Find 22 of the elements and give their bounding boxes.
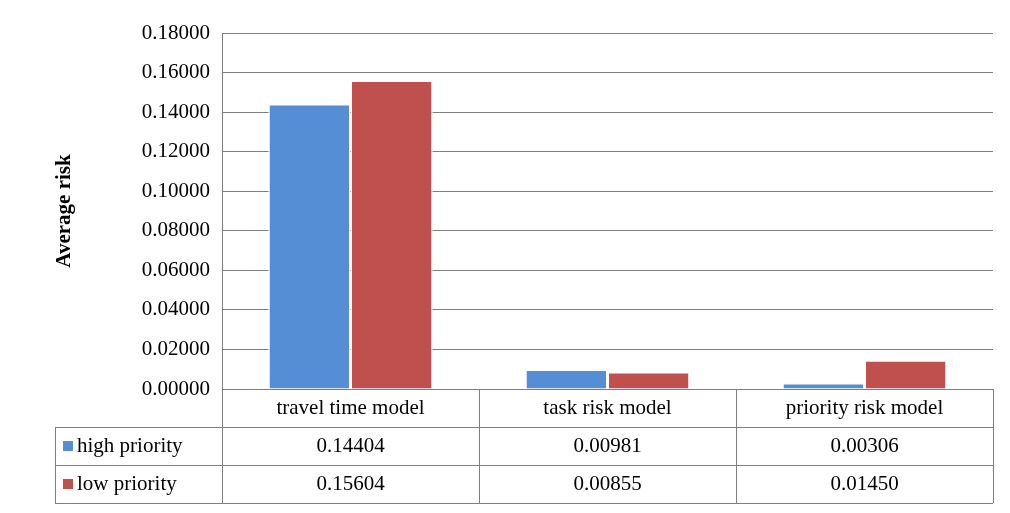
y-axis-title: Average risk bbox=[51, 154, 76, 268]
legend-label: low priority bbox=[77, 470, 178, 495]
y-tick-label: 0.12000 bbox=[141, 138, 210, 163]
y-tick-label: 0.06000 bbox=[141, 256, 210, 281]
y-tick-label: 0.14000 bbox=[141, 98, 210, 123]
data-label: 0.00855 bbox=[573, 470, 642, 495]
x-tick-label: priority risk model bbox=[785, 394, 944, 419]
data-label: 0.15604 bbox=[316, 470, 386, 495]
data-label: 0.01450 bbox=[830, 470, 899, 495]
y-tick-label: 0.08000 bbox=[141, 217, 210, 242]
legend-label: high priority bbox=[77, 432, 184, 457]
data-label: 0.00306 bbox=[830, 432, 899, 457]
y-tick-label: 0.00000 bbox=[141, 375, 210, 400]
y-tick-label: 0.02000 bbox=[141, 335, 210, 360]
data-label: 0.00981 bbox=[573, 432, 642, 457]
y-tick-label: 0.18000 bbox=[141, 19, 210, 44]
data-label: 0.14404 bbox=[316, 432, 386, 457]
y-tick-label: 0.16000 bbox=[141, 59, 210, 84]
x-tick-label: travel time model bbox=[276, 394, 425, 419]
x-tick-label: task risk model bbox=[543, 394, 672, 419]
y-tick-label: 0.10000 bbox=[141, 177, 210, 202]
y-tick-label: 0.04000 bbox=[141, 296, 210, 321]
